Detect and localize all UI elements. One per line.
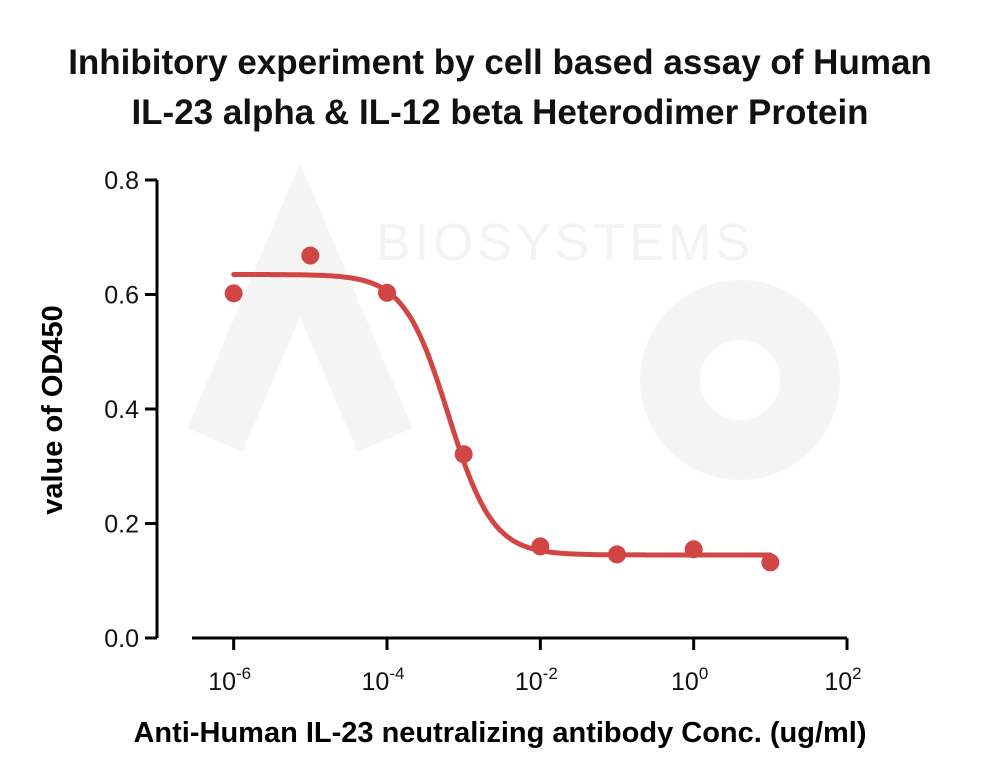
data-point [454, 445, 473, 464]
y-tick-label: 0.0 [104, 625, 139, 653]
watermark: BIOSYSTEMS [187, 163, 840, 480]
watermark-text: BIOSYSTEMS [376, 214, 754, 272]
data-points [224, 246, 780, 572]
data-point [761, 553, 780, 572]
x-axis: 10-6 10-4 10-2 100 102 [192, 636, 862, 696]
y-tick-label: 0.6 [104, 282, 139, 310]
data-point [531, 537, 550, 556]
watermark-logo-shape [187, 163, 413, 452]
chart-title: Inhibitory experiment by cell based assa… [0, 38, 1000, 138]
data-point [608, 545, 626, 564]
y-tick-label: 0.2 [104, 511, 139, 539]
x-tick-label: 10-4 [362, 664, 405, 696]
data-point [378, 283, 396, 302]
x-tick-label: 102 [824, 664, 861, 696]
data-point [224, 284, 243, 303]
watermark-logo-ring [640, 280, 840, 480]
y-axis: 0.0 0.2 0.4 0.6 0.8 [104, 167, 159, 653]
chart-title-line-2: IL-23 alpha & IL-12 beta Heterodimer Pro… [131, 93, 869, 132]
chart-title-line-1: Inhibitory experiment by cell based assa… [68, 43, 932, 82]
data-point [684, 540, 703, 559]
data-point [301, 246, 320, 265]
x-tick-label: 10-6 [208, 664, 251, 696]
y-tick-label: 0.4 [104, 396, 139, 424]
x-tick-label: 100 [671, 664, 708, 696]
x-axis-title: Anti-Human IL-23 neutralizing antibody C… [133, 717, 866, 749]
y-tick-label: 0.8 [104, 167, 139, 195]
x-tick-label: 10-2 [515, 664, 558, 696]
y-axis-title: value of OD450 [37, 305, 69, 515]
fit-curve [231, 272, 773, 558]
